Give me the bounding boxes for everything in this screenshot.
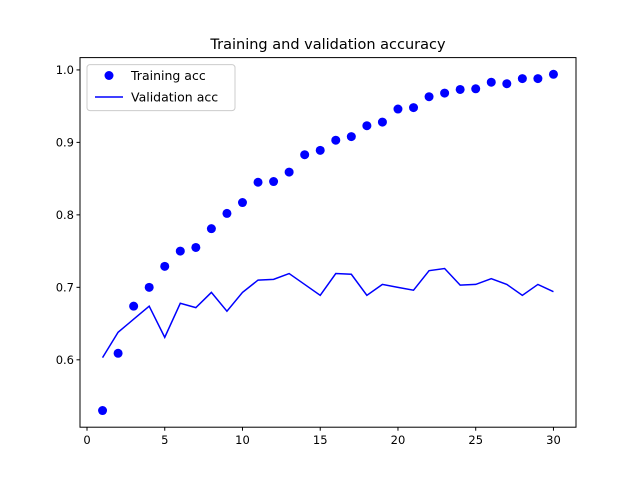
x-tick-label: 10	[235, 433, 250, 447]
training-acc-point	[175, 246, 185, 256]
chart-title: Training and validation accuracy	[209, 37, 446, 53]
y-tick-label: 0.8	[56, 208, 74, 222]
x-tick-label: 5	[161, 433, 168, 447]
training-acc-point	[191, 242, 201, 252]
y-tick-label: 1.0	[56, 63, 74, 77]
training-acc-point	[331, 135, 341, 145]
training-acc-point	[409, 103, 419, 113]
training-acc-point	[424, 92, 434, 102]
y-tick-label: 0.7	[56, 280, 74, 294]
plot-area: 0 5 10 15 20 25 30 0.6 0.7 0.8 0.9 1.0	[56, 63, 561, 447]
training-acc-point	[129, 301, 139, 311]
legend-box	[86, 64, 236, 112]
x-tick-label: 30	[546, 433, 561, 447]
training-acc-point	[486, 77, 496, 87]
training-acc-point	[533, 74, 543, 84]
training-acc-point	[144, 282, 154, 292]
legend-label-training: Training acc	[130, 68, 206, 83]
training-acc-point	[98, 406, 108, 416]
training-acc-point	[440, 88, 450, 98]
x-tick-label: 15	[313, 433, 328, 447]
training-acc-point	[253, 177, 263, 187]
training-acc-point	[502, 79, 512, 89]
x-tick-label: 0	[83, 433, 90, 447]
training-acc-point	[160, 261, 170, 271]
x-tick-label: 25	[468, 433, 483, 447]
training-acc-point	[206, 224, 216, 234]
training-acc-point	[315, 145, 325, 155]
training-acc-point	[455, 84, 465, 94]
x-tick-label: 20	[391, 433, 406, 447]
axes-frame	[79, 57, 577, 428]
training-acc-point	[237, 198, 247, 208]
training-acc-point	[284, 167, 294, 177]
legend-marker-training	[104, 71, 114, 80]
validation-acc-line	[101, 267, 554, 359]
training-acc-point	[517, 74, 527, 84]
y-tick-label: 0.9	[56, 135, 74, 149]
training-acc-point	[222, 208, 232, 218]
training-acc-point	[393, 104, 403, 114]
training-acc-point	[377, 117, 387, 127]
training-acc-point	[113, 348, 123, 358]
legend: Training acc Validation acc	[86, 64, 236, 112]
training-acc-point	[269, 177, 279, 187]
legend-label-validation: Validation acc	[131, 90, 218, 105]
training-acc-point	[548, 69, 558, 79]
training-acc-point	[300, 150, 310, 160]
training-acc-point	[362, 121, 372, 131]
training-acc-point	[346, 132, 356, 142]
y-tick-label: 0.6	[56, 353, 74, 367]
training-acc-point	[471, 84, 481, 94]
